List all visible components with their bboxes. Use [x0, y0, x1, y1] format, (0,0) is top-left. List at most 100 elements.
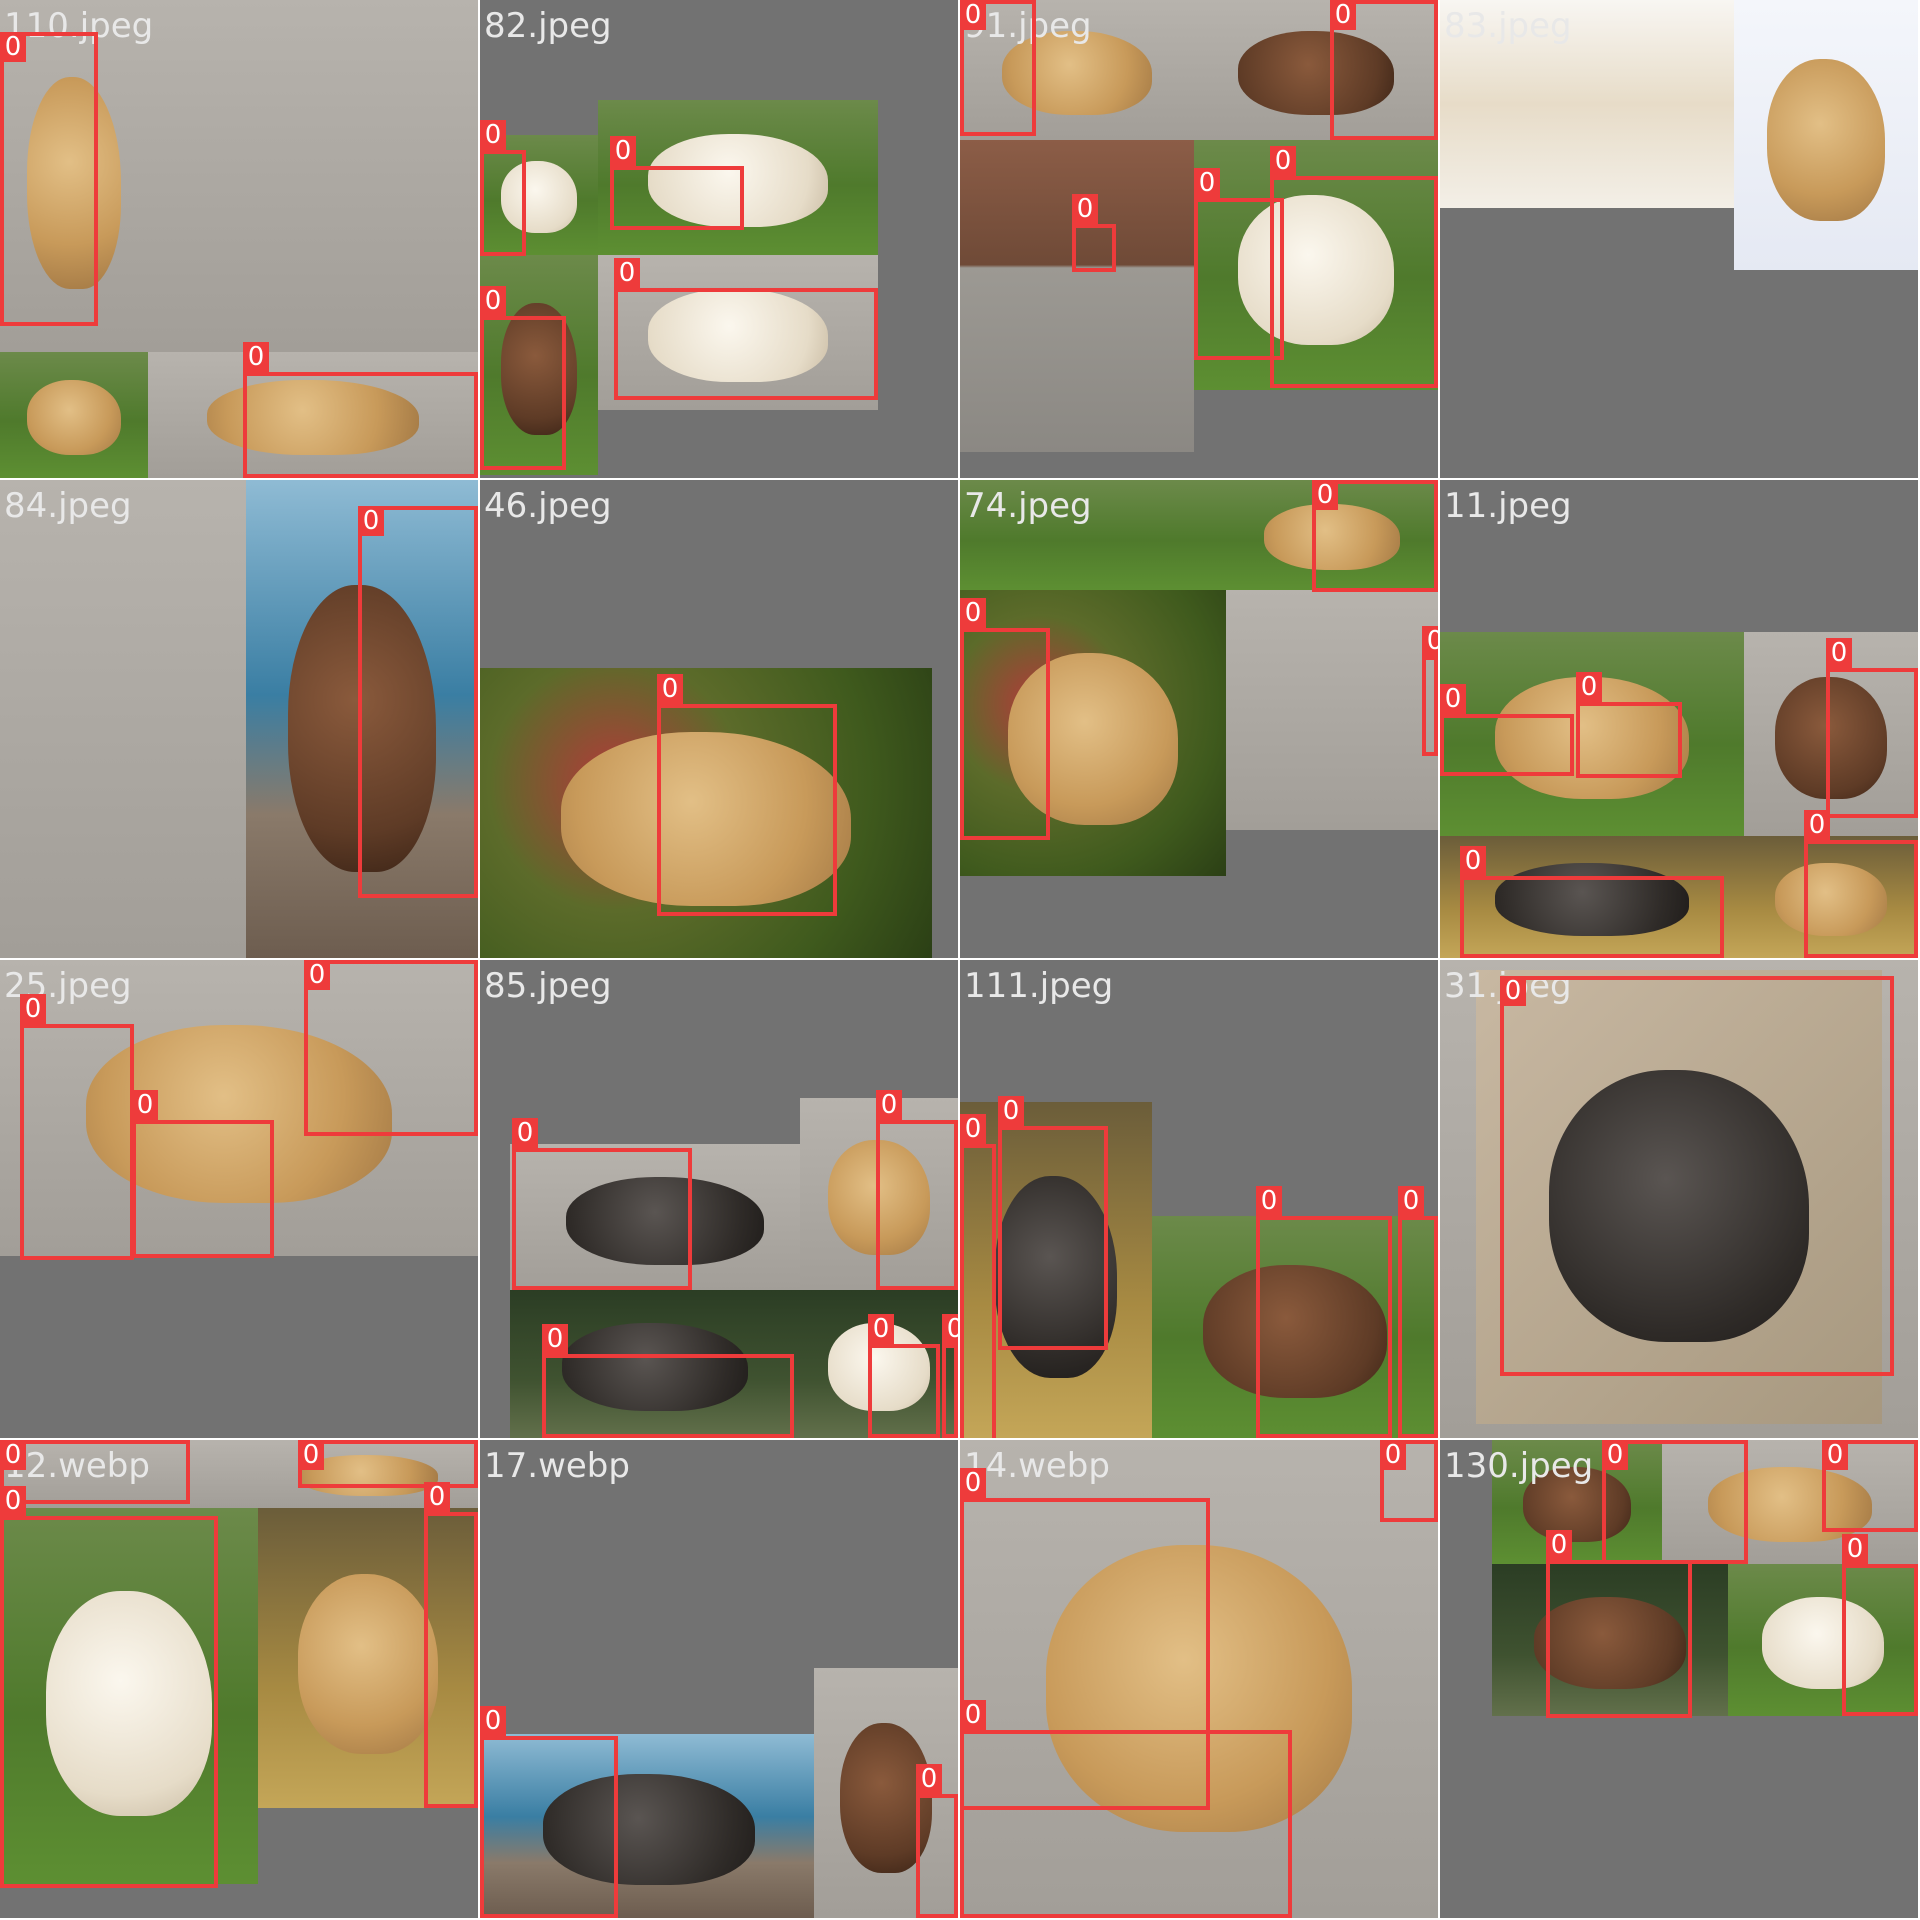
bounding-box-class-tag: 0 — [960, 0, 986, 30]
bounding-box: 0 — [960, 1144, 996, 1438]
bounding-box: 0 — [1256, 1216, 1392, 1438]
tile-filename-label: 84.jpeg — [4, 486, 132, 526]
bounding-box: 0 — [304, 960, 478, 1136]
tile-filename-label: 83.jpeg — [1444, 6, 1572, 46]
bounding-box-class-tag: 0 — [0, 1440, 26, 1470]
mosaic-tile: 14.webp 0 0 0 — [960, 1440, 1438, 1918]
bounding-box: 0 — [960, 628, 1050, 840]
bounding-box-class-tag: 0 — [876, 1090, 902, 1120]
bounding-box-class-tag: 0 — [358, 506, 384, 536]
bounding-box: 0 — [1804, 840, 1918, 958]
bounding-box: 0 — [1398, 1216, 1438, 1438]
bounding-box-class-tag: 0 — [132, 1090, 158, 1120]
photo-patch — [1734, 0, 1918, 270]
mosaic-tile: 82.jpeg 0 0 0 0 — [480, 0, 958, 478]
bounding-box-class-tag: 0 — [998, 1096, 1024, 1126]
bounding-box: 0 — [1842, 1564, 1918, 1716]
bounding-box: 0 — [298, 1440, 478, 1488]
bounding-box-class-tag: 0 — [1576, 672, 1602, 702]
bounding-box: 0 — [0, 1516, 218, 1888]
bounding-box: 0 — [132, 1120, 274, 1258]
bounding-box-class-tag: 0 — [1500, 976, 1526, 1006]
bounding-box-class-tag: 0 — [0, 1486, 26, 1516]
bounding-box-class-tag: 0 — [1312, 480, 1338, 510]
bounding-box: 0 — [1460, 876, 1724, 958]
mosaic-tile: 130.jpeg 0 0 0 0 — [1440, 1440, 1918, 1918]
bounding-box: 0 — [20, 1024, 134, 1260]
bounding-box-class-tag: 0 — [480, 120, 506, 150]
bounding-box: 0 — [960, 0, 1036, 136]
tile-filename-label: 130.jpeg — [1444, 1446, 1593, 1486]
bounding-box-class-tag: 0 — [960, 1114, 986, 1144]
bounding-box: 0 — [512, 1148, 692, 1290]
bounding-box: 0 — [960, 1730, 1292, 1918]
bounding-box: 0 — [1072, 224, 1116, 272]
bounding-box-class-tag: 0 — [942, 1314, 958, 1344]
bounding-box-class-tag: 0 — [1546, 1530, 1572, 1560]
tile-filename-label: 111.jpeg — [964, 966, 1113, 1006]
bounding-box-class-tag: 0 — [614, 258, 640, 288]
photo-patch — [960, 140, 1194, 452]
bounding-box-class-tag: 0 — [1460, 846, 1486, 876]
bounding-box: 0 — [1312, 480, 1438, 592]
mosaic-tile: 17.webp 0 0 — [480, 1440, 958, 1918]
bounding-box: 0 — [876, 1120, 958, 1290]
bounding-box-class-tag: 0 — [960, 1700, 986, 1730]
bounding-box-class-tag: 0 — [916, 1764, 942, 1794]
bounding-box: 0 — [542, 1354, 794, 1438]
bounding-box: 0 — [0, 1440, 190, 1504]
mosaic-tile: 74.jpeg 0 0 0 — [960, 480, 1438, 958]
mosaic-tile: 46.jpeg 0 — [480, 480, 958, 958]
bounding-box-class-tag: 0 — [960, 1468, 986, 1498]
tile-filename-label: 11.jpeg — [1444, 486, 1572, 526]
bounding-box: 0 — [942, 1344, 958, 1438]
tile-filename-label: 46.jpeg — [484, 486, 612, 526]
bounding-box-class-tag: 0 — [243, 342, 269, 372]
photo-patch — [0, 352, 148, 478]
bounding-box: 0 — [243, 372, 478, 478]
bounding-box-class-tag: 0 — [1842, 1534, 1868, 1564]
mosaic-tile: 11.jpeg 0 0 0 0 0 — [1440, 480, 1918, 958]
bounding-box-class-tag: 0 — [1380, 1440, 1406, 1470]
bounding-box-class-tag: 0 — [657, 674, 683, 704]
bounding-box-class-tag: 0 — [20, 994, 46, 1024]
bounding-box: 0 — [0, 32, 98, 326]
bounding-box-class-tag: 0 — [304, 960, 330, 990]
bounding-box-class-tag: 0 — [960, 598, 986, 628]
bounding-box: 0 — [657, 704, 837, 916]
tile-filename-label: 85.jpeg — [484, 966, 612, 1006]
bounding-box-class-tag: 0 — [610, 136, 636, 166]
bounding-box: 0 — [1576, 702, 1682, 778]
bounding-box: 0 — [480, 150, 526, 256]
bounding-box: 0 — [1330, 0, 1438, 140]
bounding-box: 0 — [614, 288, 878, 400]
bounding-box-class-tag: 0 — [1602, 1440, 1628, 1470]
bounding-box: 0 — [1440, 714, 1574, 776]
tile-filename-label: 82.jpeg — [484, 6, 612, 46]
bounding-box: 0 — [480, 1736, 618, 1918]
bounding-box-class-tag: 0 — [1398, 1186, 1424, 1216]
photo-patch — [0, 480, 246, 958]
mosaic-tile: 31.jpeg0 — [1440, 960, 1918, 1438]
bounding-box-class-tag: 0 — [1256, 1186, 1282, 1216]
mosaic-tile: 12.webp 0 0 0 0 — [0, 1440, 478, 1918]
mosaic-tile: 83.jpeg — [1440, 0, 1918, 478]
mosaic-tile: 111.jpeg 0 0 0 0 — [960, 960, 1438, 1438]
tile-filename-label: 74.jpeg — [964, 486, 1092, 526]
bounding-box: 0 — [480, 316, 566, 470]
bounding-box-class-tag: 0 — [1194, 168, 1220, 198]
bounding-box-class-tag: 0 — [1270, 146, 1296, 176]
mosaic-tile: 25.jpeg 0 0 0 — [0, 960, 478, 1438]
bounding-box-class-tag: 0 — [1072, 194, 1098, 224]
bounding-box-class-tag: 0 — [512, 1118, 538, 1148]
bounding-box-class-tag: 0 — [424, 1482, 450, 1512]
bounding-box: 0 — [1422, 656, 1438, 756]
bounding-box-class-tag: 0 — [1826, 638, 1852, 668]
bounding-box-class-tag: 0 — [480, 1706, 506, 1736]
bounding-box-class-tag: 0 — [1440, 684, 1466, 714]
bounding-box-class-tag: 0 — [1422, 626, 1438, 656]
photo-patch — [1226, 590, 1438, 830]
bounding-box-class-tag: 0 — [1804, 810, 1830, 840]
bounding-box: 0 — [358, 506, 478, 898]
